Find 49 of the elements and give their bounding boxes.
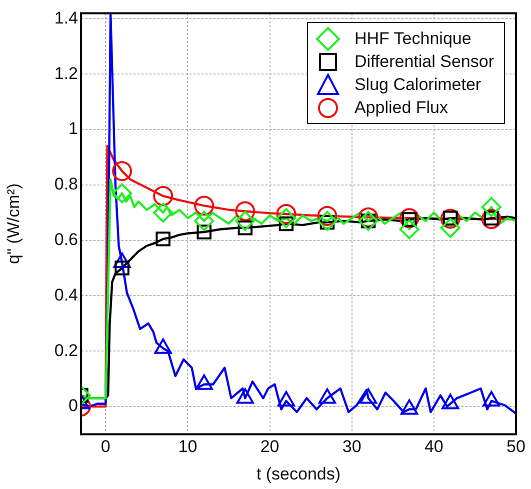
x-tick-label: 50 — [506, 437, 526, 456]
point — [481, 197, 502, 218]
y-tick-label: 0.4 — [54, 285, 78, 304]
point — [400, 399, 418, 415]
point — [442, 394, 460, 410]
y-tick-label: 1.4 — [54, 8, 78, 28]
legend-label: Applied Flux — [354, 98, 448, 118]
y-tick-label: 1 — [68, 119, 78, 138]
point — [154, 338, 172, 354]
point — [235, 210, 256, 231]
point — [194, 210, 214, 231]
point — [440, 218, 460, 238]
legend-label: HHF Technique — [354, 28, 472, 48]
y-tick-label: 0 — [68, 396, 78, 416]
x-tick-label: 0 — [100, 437, 110, 456]
point — [318, 388, 336, 404]
x-tick-label: 30 — [342, 437, 362, 456]
x-tick-label: 20 — [260, 437, 280, 456]
legend-label: Slug Calorimeter — [354, 74, 482, 94]
point — [194, 196, 214, 216]
point — [359, 388, 378, 404]
x-axis-title: t (seconds) — [256, 464, 341, 484]
point — [277, 390, 295, 406]
point — [153, 202, 174, 223]
point — [195, 374, 213, 390]
point — [276, 208, 296, 228]
point — [156, 232, 170, 246]
y-axis-title: q" (W/cm²) — [4, 183, 23, 264]
y-tick-label: 0.2 — [54, 340, 78, 360]
y-tick-label: 1.2 — [54, 64, 78, 83]
point — [358, 207, 378, 228]
point — [482, 390, 500, 406]
x-tick-label: 10 — [178, 437, 198, 456]
point — [276, 204, 296, 224]
point — [317, 210, 338, 231]
point — [112, 183, 132, 204]
x-tick-label: 40 — [424, 437, 444, 456]
legend-label: Differential Sensor — [354, 52, 494, 72]
point — [399, 219, 420, 240]
point — [196, 224, 212, 240]
point — [399, 208, 420, 228]
y-tick-label: 0.8 — [54, 174, 78, 194]
y-tick-label: 0.6 — [54, 230, 78, 250]
point — [153, 186, 174, 206]
point — [112, 161, 132, 182]
point — [317, 206, 338, 226]
point — [236, 388, 254, 404]
point — [114, 260, 130, 276]
point — [235, 201, 256, 222]
